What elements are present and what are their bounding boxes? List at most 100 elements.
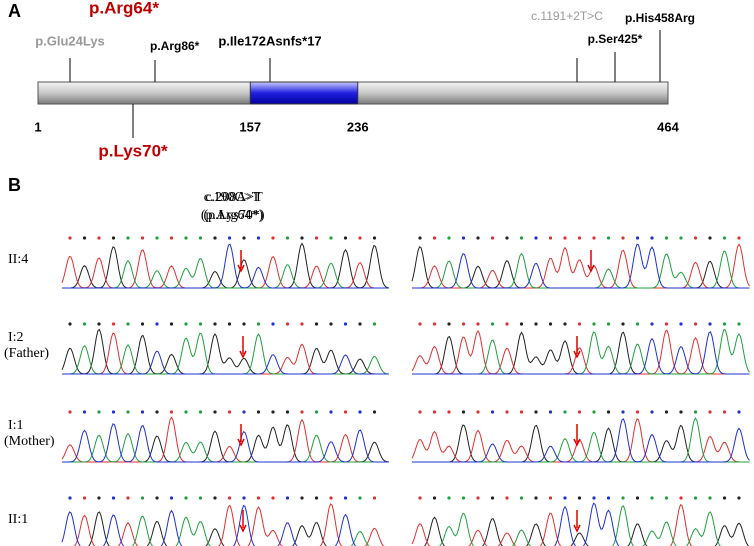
arrow-head: [573, 350, 581, 359]
base-dot: [82, 410, 87, 414]
base-dot: [693, 236, 698, 240]
arrow-head: [239, 350, 247, 359]
base-dot: [432, 496, 437, 500]
base-dot: [314, 496, 319, 500]
arrow-head: [587, 264, 595, 273]
base-dot: [505, 496, 509, 500]
base-dot: [505, 322, 509, 326]
base-dot: [329, 236, 333, 240]
row-label: I:1: [8, 418, 24, 433]
base-dot: [227, 322, 232, 326]
base-dot: [358, 496, 362, 500]
base-dot: [184, 410, 188, 414]
base-dot: [372, 410, 377, 414]
base-dot: [271, 322, 275, 326]
base-dot: [476, 496, 480, 500]
base-dot: [519, 322, 524, 326]
base-dot: [97, 322, 101, 326]
base-dot: [343, 410, 348, 414]
base-dot: [111, 496, 116, 500]
trace: [423, 516, 750, 546]
trace: [411, 329, 750, 375]
base-dot: [548, 322, 553, 326]
base-dot: [329, 496, 333, 500]
base-dot: [722, 410, 727, 414]
column-title: c.208A>T: [205, 190, 263, 205]
base-dot: [256, 322, 261, 326]
base-dot: [169, 496, 174, 500]
base-dot: [271, 496, 275, 500]
base-dot: [635, 410, 640, 414]
base-dot: [722, 322, 727, 326]
base-dot: [606, 236, 611, 240]
base-dot: [606, 496, 611, 500]
base-dot: [592, 496, 596, 500]
base-dot: [519, 496, 524, 500]
base-dot: [68, 236, 72, 240]
base-dot: [722, 496, 727, 500]
base-dot: [343, 322, 348, 326]
base-dot: [476, 410, 480, 414]
base-dot: [563, 322, 567, 326]
base-dot: [227, 496, 232, 500]
base-dot: [97, 496, 101, 500]
base-dot: [447, 236, 451, 240]
row-label: II:1: [8, 512, 28, 527]
base-dot: [358, 322, 362, 326]
arrow-head: [239, 524, 247, 533]
base-dot: [213, 322, 217, 326]
base-dot: [358, 410, 362, 414]
base-dot: [621, 236, 625, 240]
position-label: 236: [347, 119, 369, 134]
column-subtitle: (p.Arg64*): [201, 208, 264, 223]
base-dot: [635, 496, 640, 500]
position-label: 464: [657, 119, 679, 134]
base-dot: [169, 236, 174, 240]
position-label: 1: [34, 119, 41, 134]
panel-label: B: [8, 175, 21, 195]
base-dot: [111, 410, 116, 414]
base-dot: [300, 236, 304, 240]
base-dot: [490, 236, 495, 240]
base-dot: [534, 410, 538, 414]
base-dot: [650, 236, 654, 240]
base-dot: [126, 496, 130, 500]
base-dot: [155, 410, 159, 414]
base-dot: [372, 496, 377, 500]
variant-label: p.Arg86*: [150, 39, 200, 53]
base-dot: [343, 236, 348, 240]
base-dot: [111, 236, 116, 240]
base-dot: [242, 410, 246, 414]
base-dot: [577, 322, 582, 326]
base-dot: [737, 236, 741, 240]
base-dot: [314, 236, 319, 240]
base-dot: [664, 322, 669, 326]
row-label: II:4: [8, 252, 28, 267]
base-dot: [737, 322, 741, 326]
base-dot: [432, 410, 437, 414]
arrow-head: [237, 264, 245, 273]
base-dot: [155, 322, 159, 326]
trace: [412, 328, 750, 375]
base-dot: [418, 322, 422, 326]
base-dot: [155, 236, 159, 240]
base-dot: [693, 496, 698, 500]
trace: [411, 246, 750, 289]
row-sublabel: (Father): [4, 346, 49, 361]
base-dot: [198, 322, 203, 326]
trace: [412, 331, 750, 375]
trace: [73, 503, 385, 546]
base-dot: [621, 496, 625, 500]
base-dot: [68, 496, 72, 500]
variant-label: p.His458Arg: [625, 11, 695, 25]
trace: [438, 505, 721, 546]
base-dot: [300, 410, 304, 414]
base-dot: [563, 236, 567, 240]
base-dot: [505, 236, 509, 240]
base-dot: [314, 322, 319, 326]
trace: [62, 432, 389, 463]
base-dot: [621, 322, 625, 326]
base-dot: [461, 236, 466, 240]
base-dot: [242, 236, 246, 240]
